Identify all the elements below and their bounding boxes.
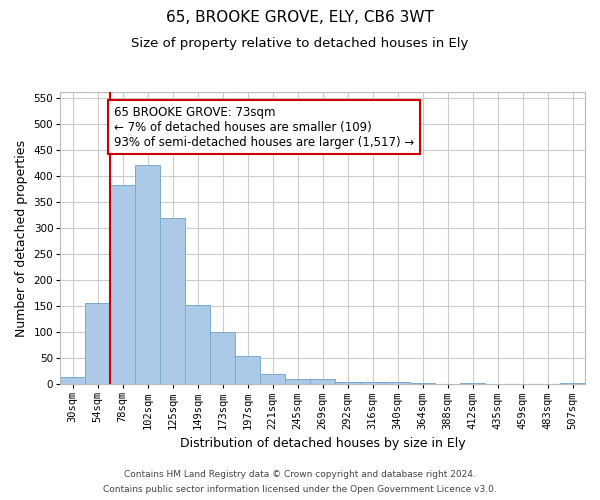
Text: 65, BROOKE GROVE, ELY, CB6 3WT: 65, BROOKE GROVE, ELY, CB6 3WT <box>166 10 434 25</box>
Bar <box>210 332 235 384</box>
Text: Contains public sector information licensed under the Open Government Licence v3: Contains public sector information licen… <box>103 485 497 494</box>
Text: 65 BROOKE GROVE: 73sqm
← 7% of detached houses are smaller (109)
93% of semi-det: 65 BROOKE GROVE: 73sqm ← 7% of detached … <box>114 106 414 148</box>
Text: Contains HM Land Registry data © Crown copyright and database right 2024.: Contains HM Land Registry data © Crown c… <box>124 470 476 479</box>
Bar <box>185 304 210 384</box>
Bar <box>60 378 85 384</box>
Bar <box>260 374 285 384</box>
Y-axis label: Number of detached properties: Number of detached properties <box>15 140 28 337</box>
Bar <box>235 356 260 384</box>
Text: Size of property relative to detached houses in Ely: Size of property relative to detached ho… <box>131 38 469 51</box>
Bar <box>410 382 435 384</box>
Bar <box>385 382 410 384</box>
Bar <box>285 379 310 384</box>
Bar <box>360 382 385 384</box>
Bar <box>110 185 135 384</box>
Bar <box>335 382 360 384</box>
Bar <box>85 304 110 384</box>
Bar <box>560 382 585 384</box>
Bar <box>135 166 160 384</box>
Bar <box>160 218 185 384</box>
Bar <box>310 379 335 384</box>
X-axis label: Distribution of detached houses by size in Ely: Distribution of detached houses by size … <box>180 437 466 450</box>
Bar <box>460 382 485 384</box>
